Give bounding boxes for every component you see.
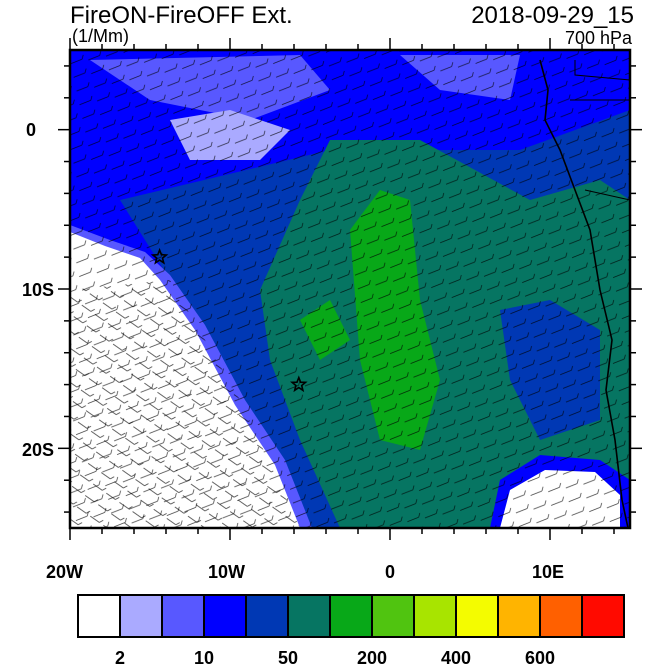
star-marker	[289, 375, 308, 393]
colorbar	[77, 594, 625, 638]
units-label: (1/Mm)	[72, 26, 129, 46]
colorbar-swatch	[371, 594, 415, 638]
lon-label: 10E	[532, 562, 565, 582]
coastline	[539, 59, 629, 528]
colorbar-swatch	[77, 594, 121, 638]
lat-label: 0	[26, 120, 37, 140]
pressure-level: 700 hPa	[564, 28, 632, 48]
plot-title: FireON-FireOFF Ext.	[70, 2, 293, 29]
plot-date: 2018-09-29_15	[471, 2, 634, 29]
map-field	[70, 50, 630, 528]
lon-label: 0	[385, 562, 396, 582]
lat-label: 20S	[22, 440, 55, 460]
colorbar-swatch	[539, 594, 583, 638]
lat-label: 10S	[22, 280, 55, 300]
colorbar-label: 200	[356, 648, 388, 668]
colorbar-swatch	[203, 594, 247, 638]
colorbar-label: 600	[524, 648, 556, 668]
axis-ticks	[58, 38, 642, 540]
colorbar-label: 400	[440, 648, 472, 668]
colorbar-swatch	[581, 594, 625, 638]
colorbar-swatch	[119, 594, 163, 638]
colorbar-swatch	[413, 594, 457, 638]
colorbar-swatch	[329, 594, 373, 638]
markers	[150, 247, 308, 393]
colorbar-swatch	[161, 594, 205, 638]
country-borders	[570, 60, 630, 201]
colorbar-swatch	[497, 594, 541, 638]
lon-label: 10W	[208, 562, 246, 582]
colorbar-label: 10	[193, 648, 215, 668]
star-marker	[150, 247, 169, 265]
lon-label: 20W	[46, 562, 84, 582]
colorbar-label: 2	[114, 648, 126, 668]
colorbar-swatch	[245, 594, 289, 638]
colorbar-label: 50	[277, 648, 299, 668]
colorbar-swatch	[287, 594, 331, 638]
colorbar-swatch	[455, 594, 499, 638]
